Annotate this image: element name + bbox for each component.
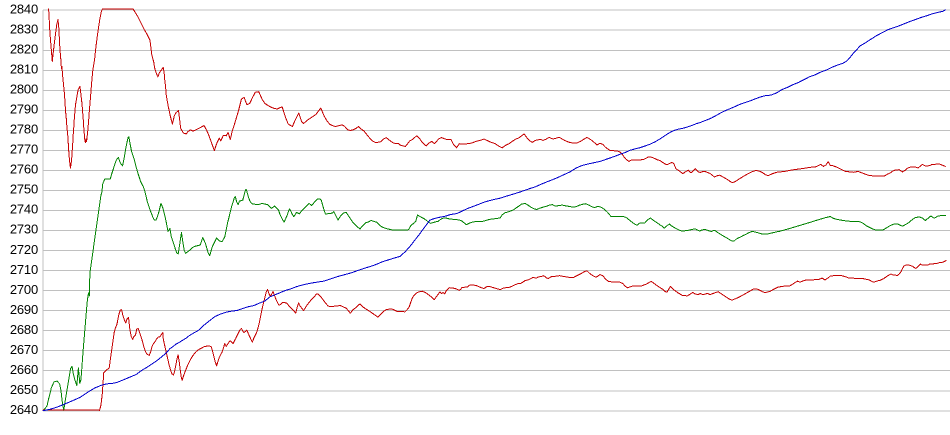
svg-text:2710: 2710 <box>10 262 38 277</box>
svg-text:2790: 2790 <box>10 102 38 117</box>
svg-text:2820: 2820 <box>10 42 38 57</box>
svg-text:2800: 2800 <box>10 82 38 97</box>
svg-text:2640: 2640 <box>10 402 38 417</box>
svg-text:2720: 2720 <box>10 242 38 257</box>
svg-text:2700: 2700 <box>10 282 38 297</box>
svg-text:2840: 2840 <box>10 1 38 16</box>
svg-text:2810: 2810 <box>10 62 38 77</box>
svg-text:2830: 2830 <box>10 21 38 36</box>
svg-text:2690: 2690 <box>10 302 38 317</box>
svg-text:2740: 2740 <box>10 202 38 217</box>
svg-text:2680: 2680 <box>10 322 38 337</box>
svg-text:2760: 2760 <box>10 162 38 177</box>
svg-text:2780: 2780 <box>10 122 38 137</box>
svg-text:2770: 2770 <box>10 142 38 157</box>
svg-text:2730: 2730 <box>10 222 38 237</box>
svg-text:2650: 2650 <box>10 382 38 397</box>
svg-text:2670: 2670 <box>10 342 38 357</box>
svg-text:2750: 2750 <box>10 182 38 197</box>
svg-text:2660: 2660 <box>10 362 38 377</box>
